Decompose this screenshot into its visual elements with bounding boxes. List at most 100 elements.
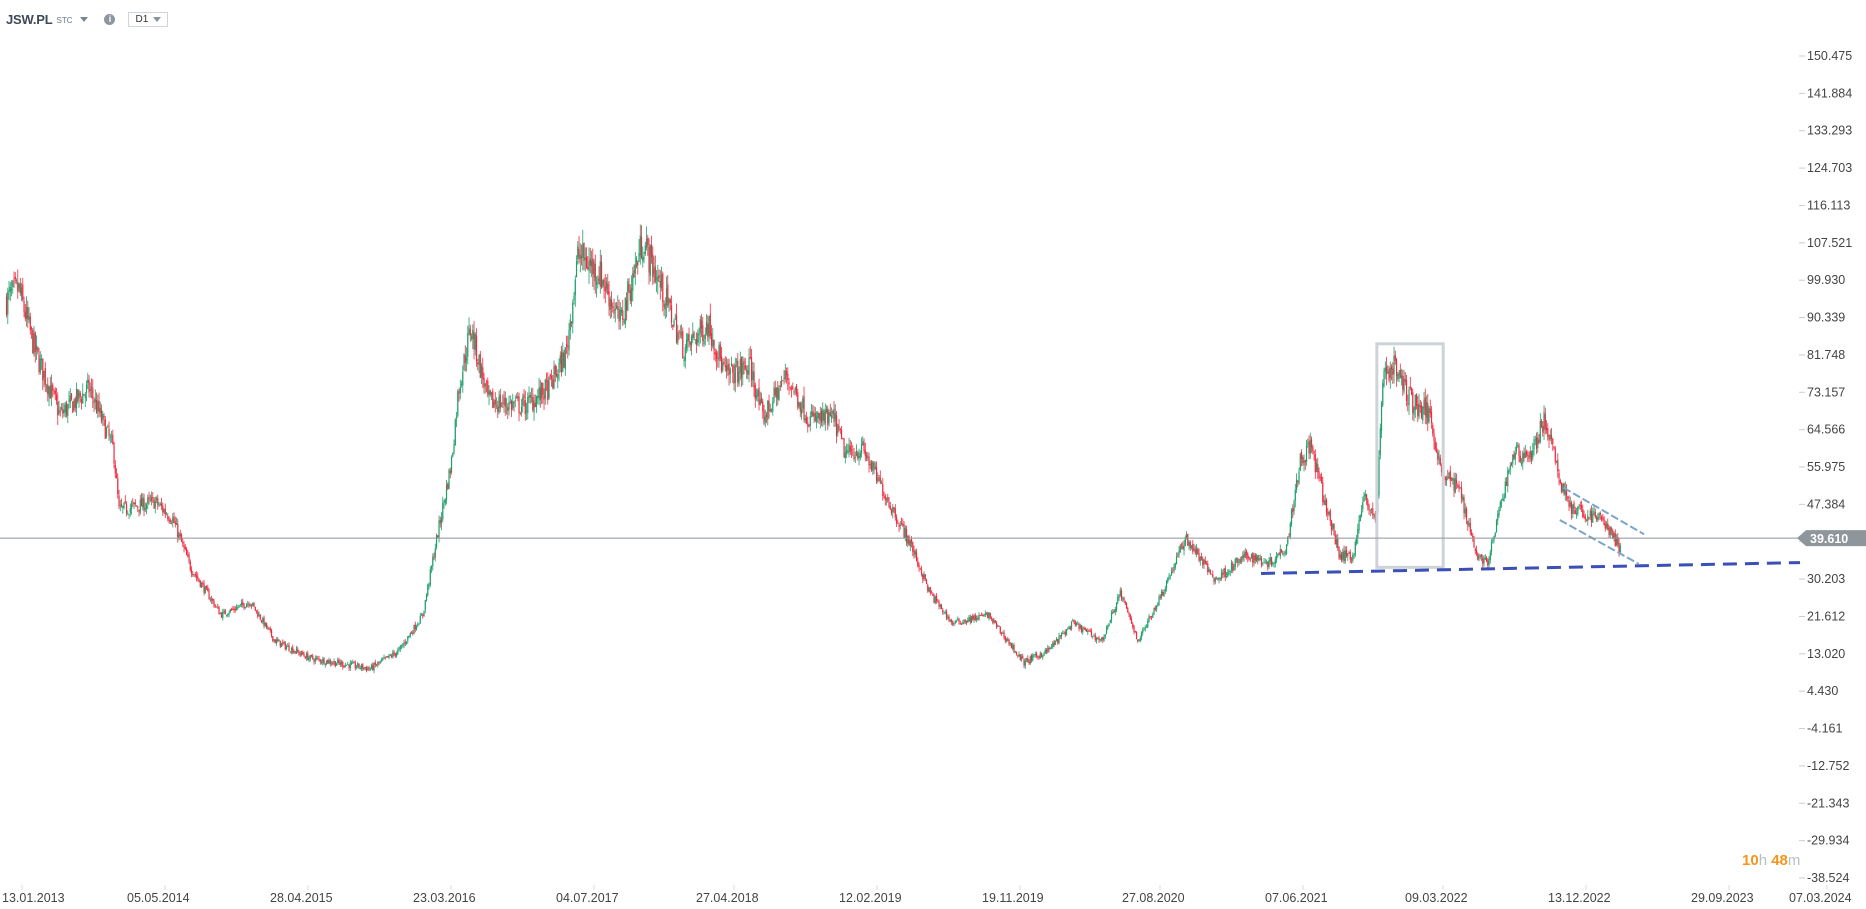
candle (1013, 643, 1015, 654)
candle-body (1359, 515, 1361, 522)
candle-body (1618, 543, 1620, 553)
candle-body (648, 246, 650, 273)
candle (510, 399, 513, 418)
candle-body (1090, 631, 1093, 636)
candle-body (547, 380, 549, 401)
candle (843, 437, 845, 458)
candle (1315, 458, 1318, 473)
candle (407, 636, 409, 644)
candle-body (914, 550, 916, 555)
candle (1285, 544, 1288, 556)
candle (1105, 625, 1108, 635)
symbol-name[interactable]: JSW.PL (6, 11, 53, 27)
candle-body (582, 243, 584, 258)
candle-body (930, 592, 933, 594)
candle-body (1183, 545, 1185, 551)
candle (462, 365, 464, 393)
candle (1299, 452, 1301, 472)
candle-body (220, 613, 223, 618)
candle (625, 292, 628, 321)
candle (753, 362, 755, 398)
timeframe-select[interactable]: D1 (128, 11, 169, 27)
candle (1014, 650, 1016, 654)
candle (458, 388, 460, 402)
candle (1590, 505, 1593, 528)
candle-body (675, 315, 678, 342)
candle (1355, 534, 1358, 546)
candle (430, 565, 433, 574)
candle-body (1227, 571, 1229, 577)
info-icon[interactable]: i (104, 13, 116, 25)
candle (550, 369, 553, 387)
candle-body (1345, 550, 1348, 557)
candle-body (1337, 538, 1339, 548)
candle-body (560, 352, 563, 373)
candle-body (1283, 553, 1285, 555)
candle-body (575, 261, 578, 277)
candle-body (1594, 512, 1596, 517)
candle-body (1580, 505, 1583, 509)
candle-body (965, 620, 968, 623)
candle-body (1064, 632, 1066, 635)
x-tick-label: 12.02.2019 (839, 891, 902, 905)
candle (1540, 418, 1543, 429)
candle-body (917, 560, 919, 566)
candle-body (460, 383, 463, 385)
candle-body (1617, 536, 1619, 545)
candle (339, 659, 341, 667)
candle-body (300, 651, 303, 655)
candle (1489, 549, 1491, 564)
candle-body (744, 364, 746, 370)
candle (639, 224, 641, 265)
candle-body (1025, 658, 1028, 660)
candle-body (429, 569, 431, 585)
candle-body (453, 444, 455, 453)
candle (1533, 435, 1535, 456)
candle (1602, 513, 1604, 522)
candle (39, 351, 41, 375)
candle (1553, 446, 1555, 450)
candle (533, 394, 535, 421)
candle-body (68, 399, 70, 403)
candle-body (764, 416, 766, 422)
candle-body (605, 281, 608, 289)
candle-body (672, 324, 674, 328)
symbol-dropdown-caret-icon[interactable] (80, 16, 89, 22)
candle (620, 307, 623, 316)
candle-body (329, 659, 331, 664)
candle-body (1108, 623, 1110, 627)
candle (1522, 450, 1524, 470)
candle-body (1603, 517, 1605, 525)
candle-body (1360, 511, 1363, 517)
candle (537, 389, 539, 405)
candle-body (1479, 555, 1481, 557)
candle (897, 519, 899, 524)
candle (1610, 526, 1613, 536)
candle-body (264, 622, 266, 626)
candle-body (214, 605, 216, 607)
candle-body (319, 659, 321, 663)
candle-body (1419, 405, 1421, 408)
candle (178, 531, 180, 541)
candle (1019, 654, 1021, 661)
candle-body (1149, 616, 1151, 618)
candle-body (877, 477, 879, 482)
candle-body (838, 426, 840, 428)
candle (60, 403, 63, 411)
candle-body (207, 587, 209, 592)
candle (63, 402, 65, 417)
candle (982, 613, 984, 617)
candle (98, 392, 100, 418)
candle-body (92, 388, 94, 399)
candle-body (1172, 570, 1174, 572)
candle-body (1487, 560, 1489, 566)
candle (597, 275, 599, 289)
candle-body (97, 400, 99, 412)
candle-body (918, 564, 920, 568)
candle-body (358, 663, 360, 668)
candle (840, 426, 843, 440)
candle-body (889, 506, 891, 510)
candle-body (787, 374, 789, 381)
candle-body (1098, 637, 1100, 641)
